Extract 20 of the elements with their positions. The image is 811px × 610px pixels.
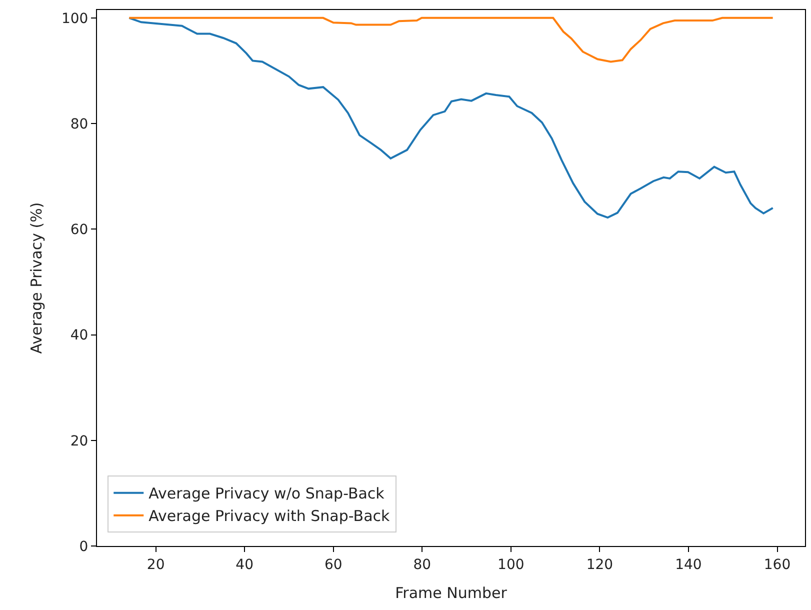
x-tick-label: 120 [586,556,614,573]
x-tick-label: 160 [764,556,791,573]
y-tick-label: 80 [70,116,88,132]
x-tick-label: 60 [324,556,342,573]
x-axis-title: Frame Number [395,584,508,602]
x-tick-label: 40 [236,556,254,573]
legend-label: Average Privacy with Snap-Back [148,507,390,526]
y-tick-label: 20 [70,433,88,450]
y-tick-label: 60 [70,222,88,238]
line-series [128,16,774,63]
y-tick-label: 100 [61,10,88,27]
legend-label: Average Privacy w/o Snap-Back [148,484,385,503]
x-tick-label: 100 [498,556,524,573]
y-axis-title: Average Privacy (%) [28,202,46,354]
y-tick-label: 40 [70,328,88,344]
x-tick-label: 80 [413,556,432,573]
y-tick-label: 0 [79,538,88,555]
x-tick-label: 20 [146,556,165,573]
x-tick-label: 140 [675,556,702,573]
line-series [128,16,774,219]
